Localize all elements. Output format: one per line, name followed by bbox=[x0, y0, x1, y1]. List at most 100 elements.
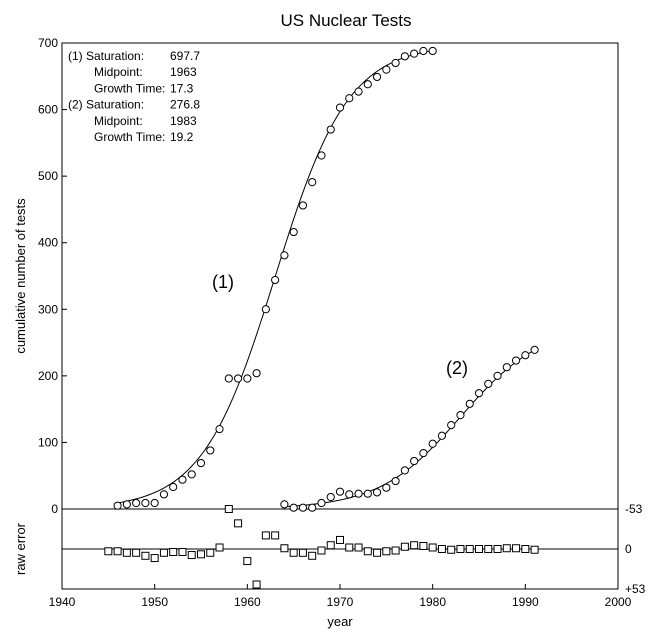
series-2-point bbox=[363, 489, 372, 498]
residual-point bbox=[317, 546, 326, 555]
residual-point bbox=[289, 548, 298, 557]
series-1-point bbox=[354, 87, 363, 96]
residual-point bbox=[280, 544, 289, 553]
y-tick-label: 600 bbox=[38, 103, 58, 117]
residual-point bbox=[104, 547, 113, 556]
series-2-point bbox=[372, 488, 382, 497]
series-1-point bbox=[280, 251, 289, 260]
annotation-value: 19.2 bbox=[170, 130, 194, 144]
residual-point bbox=[243, 557, 252, 566]
series-1-point bbox=[326, 125, 335, 134]
series-2-point bbox=[437, 431, 447, 440]
series-1-point bbox=[187, 470, 196, 479]
series-1-point bbox=[261, 305, 270, 314]
y-tick-label: 500 bbox=[38, 169, 58, 183]
series-2-point bbox=[493, 371, 502, 380]
series-2-point bbox=[484, 379, 493, 388]
series-2-point bbox=[530, 345, 539, 354]
series-2-point bbox=[447, 421, 456, 430]
residual-point bbox=[261, 531, 270, 540]
annotation-label: Growth Time: bbox=[94, 81, 165, 95]
series-1-point bbox=[363, 80, 372, 89]
y-tick-label: 700 bbox=[38, 36, 58, 50]
residual-point bbox=[113, 547, 122, 556]
series-1-point bbox=[382, 65, 391, 74]
series-1-point bbox=[215, 425, 224, 434]
series-1-point bbox=[335, 103, 345, 112]
fit-curve-2 bbox=[284, 349, 535, 508]
y-tick-label: 400 bbox=[38, 236, 58, 250]
series-1-point bbox=[372, 72, 382, 82]
y-tick-label: 300 bbox=[38, 302, 58, 316]
y-tick-label: 100 bbox=[38, 435, 58, 449]
series-2-point bbox=[280, 500, 289, 509]
series-1-point bbox=[196, 458, 206, 468]
residual-y-tick-label: 0 bbox=[625, 542, 632, 556]
residual-point bbox=[428, 543, 437, 552]
series-1-point bbox=[224, 374, 233, 383]
series-1-point bbox=[169, 482, 178, 492]
y-tick-label: 0 bbox=[51, 502, 58, 516]
series-1-point bbox=[206, 446, 215, 455]
x-tick-label: 1980 bbox=[419, 595, 446, 609]
series-1-point bbox=[150, 498, 159, 508]
fit-parameters-annotation: (1) Saturation: 697.7 Midpoint: 1963 Growth … bbox=[68, 49, 200, 144]
residual-point bbox=[132, 548, 141, 557]
series-2-point bbox=[298, 503, 308, 512]
series-1-point bbox=[233, 374, 243, 383]
x-tick-label: 2000 bbox=[605, 595, 632, 609]
residual-point bbox=[437, 545, 446, 553]
residual-point bbox=[187, 551, 196, 560]
x-tick-label: 1940 bbox=[49, 595, 76, 609]
series-1-point bbox=[410, 49, 419, 58]
main-y-axis: 0 100 200 300 400 500 600 700 bbox=[38, 36, 67, 516]
series-2-point bbox=[289, 503, 298, 512]
residual-point bbox=[391, 546, 400, 555]
residual-point bbox=[493, 545, 502, 553]
annotation-label: Growth Time: bbox=[94, 130, 165, 144]
residual-point bbox=[234, 519, 243, 528]
residual-point bbox=[475, 545, 483, 553]
chart-title: US Nuclear Tests bbox=[280, 11, 411, 30]
y-tick-label: 200 bbox=[38, 369, 58, 383]
series-1-point bbox=[345, 94, 354, 103]
series-1-point bbox=[122, 500, 131, 509]
series-1-point bbox=[289, 227, 298, 237]
residual-point bbox=[465, 545, 474, 553]
series-2-point bbox=[335, 487, 345, 496]
residual-point bbox=[308, 551, 317, 560]
residual-point bbox=[502, 544, 511, 553]
residual-y-axis-label: raw error bbox=[13, 522, 28, 575]
series-2-point bbox=[456, 411, 465, 420]
series-1-point bbox=[243, 374, 252, 383]
series-1-point bbox=[400, 52, 409, 61]
residual-point bbox=[215, 543, 224, 552]
residual-point bbox=[326, 541, 335, 550]
residual-point bbox=[252, 580, 261, 589]
series-1-point bbox=[252, 369, 261, 378]
series-2-point bbox=[474, 389, 484, 398]
residual-point bbox=[141, 551, 150, 560]
residual-point bbox=[336, 535, 344, 544]
residual-point bbox=[521, 545, 530, 553]
series-1-point bbox=[141, 498, 150, 508]
series-1-point bbox=[132, 498, 141, 508]
residual-point bbox=[363, 547, 372, 556]
series-2-point bbox=[465, 399, 474, 408]
residual-point bbox=[373, 548, 382, 557]
series-1-point bbox=[419, 46, 428, 56]
residual-y-tick-label: -53 bbox=[625, 502, 643, 516]
series-2-point bbox=[428, 439, 437, 448]
x-tick-label: 1990 bbox=[512, 595, 539, 609]
series-2-point bbox=[400, 466, 409, 475]
series-1-point bbox=[113, 501, 122, 510]
x-tick-label: 1950 bbox=[141, 595, 168, 609]
annotation-value: 1963 bbox=[170, 65, 197, 79]
residual-point bbox=[447, 545, 456, 554]
curve-label-2: (2) bbox=[446, 358, 468, 378]
series-2-point bbox=[410, 456, 419, 466]
series-2-point bbox=[317, 498, 326, 508]
annotation-value: 1983 bbox=[170, 114, 197, 128]
series-2-point bbox=[345, 490, 354, 499]
residual-point bbox=[382, 547, 391, 556]
